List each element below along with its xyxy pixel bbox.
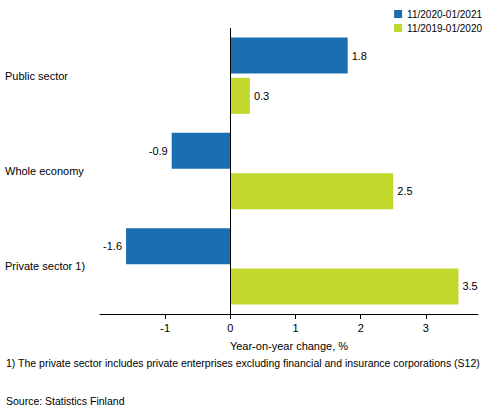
svg-text:Public sector: Public sector: [5, 70, 68, 82]
svg-text:Whole economy: Whole economy: [5, 165, 84, 177]
svg-text:Source: Statistics Finland: Source: Statistics Finland: [6, 395, 125, 407]
svg-text:-1.6: -1.6: [103, 240, 122, 252]
svg-text:-0.9: -0.9: [149, 145, 168, 157]
svg-text:11/2019-01/2020: 11/2019-01/2020: [407, 23, 482, 34]
svg-text:0.3: 0.3: [254, 90, 269, 102]
svg-text:11/2020-01/2021: 11/2020-01/2021: [407, 9, 482, 20]
svg-text:2: 2: [358, 322, 364, 334]
svg-text:2.5: 2.5: [397, 185, 412, 197]
svg-text:-1: -1: [160, 322, 170, 334]
svg-text:1) The private sector includes: 1) The private sector includes private e…: [6, 357, 480, 369]
svg-text:1.8: 1.8: [352, 50, 367, 62]
svg-text:3: 3: [423, 322, 429, 334]
svg-text:1: 1: [292, 322, 298, 334]
svg-text:0: 0: [227, 322, 233, 334]
svg-text:3.5: 3.5: [462, 280, 477, 292]
svg-text:Private sector 1): Private sector 1): [5, 260, 85, 272]
svg-text:Year-on-year change, %: Year-on-year change, %: [230, 340, 348, 352]
